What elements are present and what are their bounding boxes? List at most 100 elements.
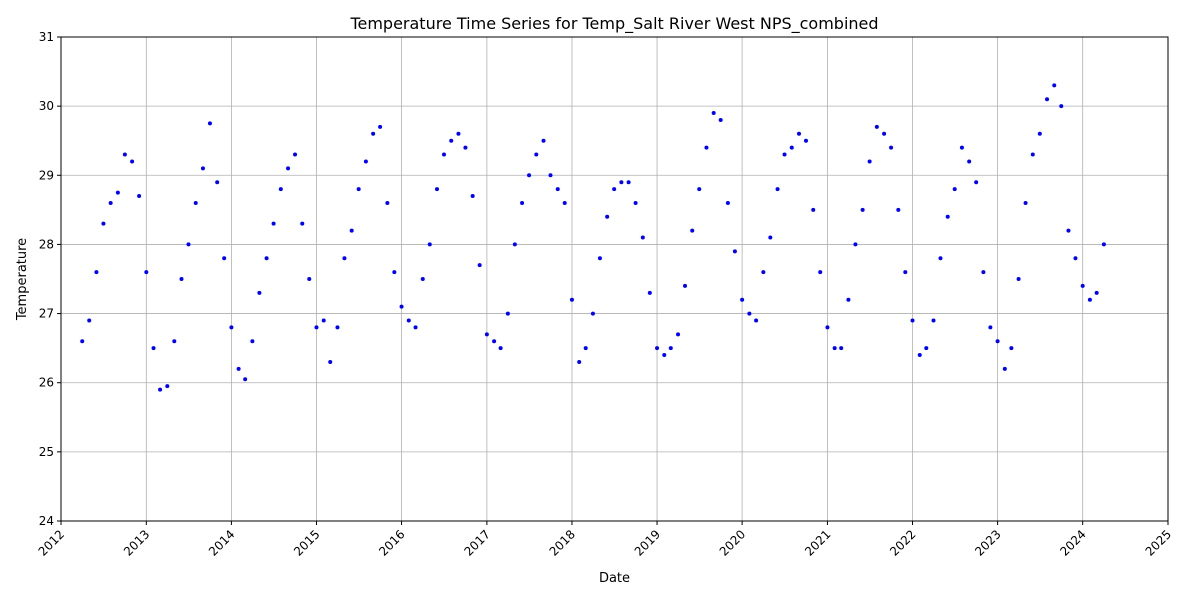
data-point — [952, 187, 957, 192]
data-point — [243, 377, 248, 382]
data-point — [541, 138, 546, 143]
y-tick-label: 28 — [39, 237, 54, 251]
y-axis-label: Temperature — [15, 238, 30, 321]
data-point — [867, 159, 872, 164]
data-point — [1059, 104, 1064, 109]
data-point — [271, 221, 276, 226]
data-point — [577, 359, 582, 364]
data-point — [818, 270, 823, 275]
data-point — [1009, 346, 1014, 351]
data-point — [1030, 152, 1035, 157]
data-point — [938, 256, 943, 261]
data-point — [690, 228, 695, 233]
data-point — [839, 346, 844, 351]
data-point — [747, 311, 752, 316]
data-point — [917, 353, 922, 358]
data-point — [697, 187, 702, 192]
data-point — [1052, 83, 1057, 88]
data-point — [1045, 97, 1050, 102]
plot-frame — [60, 36, 1169, 522]
data-point — [853, 242, 858, 247]
y-tick-label: 29 — [39, 168, 54, 182]
data-point — [1080, 283, 1085, 288]
data-point — [825, 325, 830, 330]
data-point — [811, 207, 816, 212]
data-point — [130, 159, 135, 164]
data-point — [215, 180, 220, 185]
data-point — [555, 187, 560, 192]
data-point — [569, 297, 574, 302]
data-point — [378, 124, 383, 129]
data-point — [768, 235, 773, 240]
data-point — [910, 318, 915, 323]
data-point — [782, 152, 787, 157]
data-point — [434, 187, 439, 192]
data-point — [300, 221, 305, 226]
data-point — [463, 145, 468, 150]
data-point — [704, 145, 709, 150]
data-point — [441, 152, 446, 157]
data-point — [335, 325, 340, 330]
data-point — [725, 200, 730, 205]
y-tick-label: 30 — [39, 99, 54, 113]
y-tick-label: 31 — [39, 30, 54, 44]
data-point — [1094, 290, 1099, 295]
data-point — [761, 270, 766, 275]
data-point — [1016, 277, 1021, 281]
data-point — [512, 242, 517, 247]
data-point — [1073, 256, 1078, 261]
data-point — [399, 304, 404, 309]
data-point — [1087, 297, 1092, 302]
data-point — [1101, 242, 1106, 247]
data-point — [363, 159, 368, 164]
data-point — [803, 138, 808, 143]
data-point — [115, 190, 120, 195]
data-point — [583, 346, 588, 351]
data-point — [597, 256, 602, 261]
data-point — [633, 200, 638, 205]
data-point — [534, 152, 539, 157]
data-point — [874, 124, 879, 129]
data-point — [186, 242, 191, 247]
data-point — [207, 121, 212, 126]
data-point — [477, 263, 482, 268]
data-point — [562, 200, 567, 205]
data-point — [200, 166, 205, 171]
data-point — [647, 290, 652, 295]
y-tick-label: 27 — [39, 307, 54, 321]
data-point — [974, 180, 979, 185]
data-point — [605, 214, 610, 219]
data-point — [740, 297, 745, 302]
data-point — [101, 221, 106, 226]
data-point — [797, 131, 801, 136]
data-point — [711, 111, 716, 116]
data-point — [640, 235, 645, 240]
data-point — [420, 277, 425, 281]
data-point — [144, 270, 149, 275]
data-point — [775, 187, 780, 192]
data-point — [137, 194, 142, 199]
data-point — [80, 339, 85, 344]
data-point — [967, 159, 972, 164]
data-point — [1002, 366, 1007, 371]
data-point — [548, 173, 553, 178]
data-point — [789, 145, 794, 150]
data-point — [484, 332, 489, 337]
data-point — [959, 145, 964, 150]
data-point — [676, 332, 681, 337]
data-point — [321, 318, 326, 323]
data-point — [151, 346, 156, 351]
x-axis-label: Date — [599, 571, 630, 586]
data-point — [683, 283, 688, 288]
data-point — [505, 311, 510, 316]
y-axis-ticks: 24 25 26 27 28 29 30 31 — [39, 30, 61, 528]
data-point — [328, 359, 333, 364]
data-point — [165, 384, 170, 389]
data-point — [662, 353, 667, 358]
data-point — [222, 256, 227, 261]
data-point — [995, 339, 1000, 344]
data-point — [342, 256, 347, 261]
data-point — [655, 346, 660, 351]
data-point — [988, 325, 993, 330]
data-point — [278, 187, 283, 192]
